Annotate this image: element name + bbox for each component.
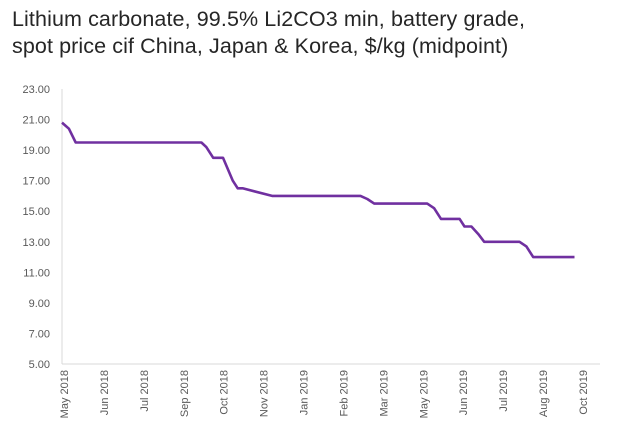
x-tick-label: Jul 2018	[139, 370, 151, 412]
y-tick-label: 17.00	[22, 176, 50, 188]
x-tick-label: Jan 2019	[299, 370, 311, 415]
y-tick-label: 21.00	[22, 115, 50, 127]
y-tick-label: 19.00	[22, 145, 50, 157]
x-tick-label: Oct 2019	[578, 370, 590, 415]
y-tick-label: 15.00	[22, 206, 50, 218]
chart-title-line-1: Lithium carbonate, 99.5% Li2CO3 min, bat…	[12, 7, 526, 31]
x-tick-label: Aug 2019	[538, 370, 550, 417]
x-tick-label: Sep 2018	[179, 370, 191, 417]
y-tick-label: 23.00	[22, 84, 50, 96]
y-tick-label: 11.00	[23, 267, 50, 279]
x-tick-label: Oct 2018	[219, 370, 231, 415]
x-tick-label: May 2018	[59, 370, 71, 418]
x-tick-label: Jun 2018	[99, 370, 111, 415]
chart-title: Lithium carbonate, 99.5% Li2CO3 min, bat…	[12, 6, 632, 60]
y-tick-label: 7.00	[29, 328, 50, 340]
x-tick-label: May 2019	[418, 370, 430, 418]
y-axis-ticks: 5.00 7.00 9.00 11.00 13.00 15.00 17.00 19.00 21.…	[22, 84, 50, 371]
x-tick-label: Mar 2019	[378, 370, 390, 416]
x-tick-label: Jul 2019	[498, 370, 510, 412]
y-tick-label: 13.00	[22, 237, 50, 249]
y-tick-label: 9.00	[29, 298, 50, 310]
price-series-line	[61, 121, 575, 259]
x-axis-ticks: May 2018 Jun 2018 Jul 2018 Sep 2018 Oct 2018…	[59, 370, 590, 418]
x-tick-label: Nov 2018	[259, 370, 271, 417]
x-tick-label: Feb 2019	[338, 370, 350, 416]
x-tick-label: Jun 2019	[458, 370, 470, 415]
y-tick-label: 5.00	[29, 359, 50, 371]
chart-title-line-2: spot price cif China, Japan & Korea, $/k…	[12, 34, 509, 58]
